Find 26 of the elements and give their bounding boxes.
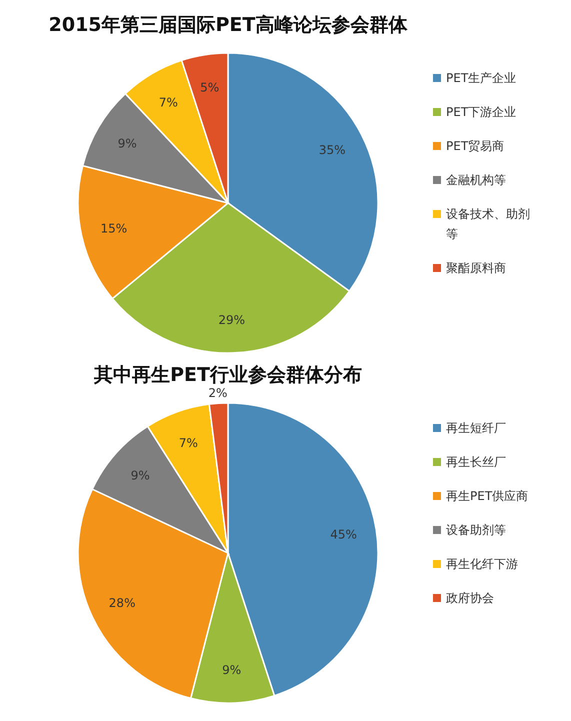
legend-label: 设备技术、助剂等 (446, 206, 531, 243)
data-label: 35% (318, 142, 346, 157)
data-label: 45% (330, 528, 357, 542)
chart-title: 2015年第三届国际PET高峰论坛参会群体 (48, 13, 408, 38)
data-label: 9% (130, 468, 150, 483)
data-label: 2% (208, 386, 228, 400)
legend-label: 再生短纤厂 (446, 420, 506, 437)
data-label: 5% (200, 80, 220, 94)
legend-label: 再生长丝厂 (446, 454, 506, 471)
data-label: 9% (222, 662, 242, 677)
data-label: 7% (158, 95, 178, 110)
legend-label: 聚酯原料商 (446, 260, 506, 277)
chart-title: 其中再生PET行业参会群体分布 (93, 363, 363, 388)
legend-label: 设备助剂等 (446, 522, 506, 539)
legend-label: PET贸易商 (446, 138, 504, 155)
legend-label: 再生化纤下游 (446, 556, 518, 573)
data-label: 29% (218, 312, 246, 327)
legend-label: 再生PET供应商 (446, 488, 528, 505)
legend-label: 金融机构等 (446, 172, 506, 189)
data-label: 9% (118, 136, 137, 150)
legend-label: PET生产企业 (446, 70, 516, 87)
legend-label: 政府协会 (446, 590, 494, 607)
legend-label: PET下游企业 (446, 104, 516, 121)
data-label: 7% (178, 436, 198, 450)
data-label: 15% (100, 222, 128, 236)
data-label: 28% (108, 596, 136, 610)
